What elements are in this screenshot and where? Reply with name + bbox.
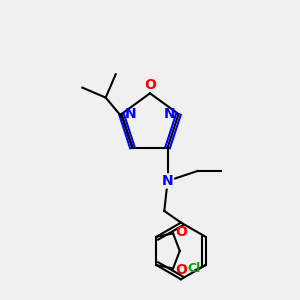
Text: O: O (175, 225, 187, 239)
Text: O: O (175, 263, 187, 277)
Text: Cl: Cl (187, 262, 200, 275)
Text: N: N (162, 174, 173, 188)
Text: O: O (144, 78, 156, 92)
Text: N: N (125, 107, 136, 121)
Text: N: N (164, 107, 175, 121)
